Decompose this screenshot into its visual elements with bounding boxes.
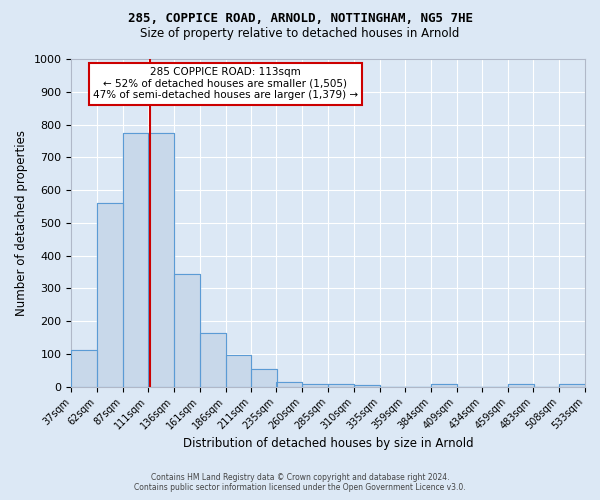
Polygon shape <box>354 385 380 387</box>
Polygon shape <box>277 382 302 387</box>
Text: 285, COPPICE ROAD, ARNOLD, NOTTINGHAM, NG5 7HE: 285, COPPICE ROAD, ARNOLD, NOTTINGHAM, N… <box>128 12 473 26</box>
Polygon shape <box>431 384 457 387</box>
Polygon shape <box>148 133 174 387</box>
Polygon shape <box>123 133 149 387</box>
Y-axis label: Number of detached properties: Number of detached properties <box>15 130 28 316</box>
Polygon shape <box>174 274 200 387</box>
Polygon shape <box>508 384 534 387</box>
Text: 285 COPPICE ROAD: 113sqm
← 52% of detached houses are smaller (1,505)
47% of sem: 285 COPPICE ROAD: 113sqm ← 52% of detach… <box>93 67 358 100</box>
Text: Contains HM Land Registry data © Crown copyright and database right 2024.
Contai: Contains HM Land Registry data © Crown c… <box>134 473 466 492</box>
Polygon shape <box>328 384 354 387</box>
Polygon shape <box>71 350 97 387</box>
Polygon shape <box>302 384 328 387</box>
Polygon shape <box>251 369 277 387</box>
Text: Size of property relative to detached houses in Arnold: Size of property relative to detached ho… <box>140 28 460 40</box>
Polygon shape <box>226 355 251 387</box>
X-axis label: Distribution of detached houses by size in Arnold: Distribution of detached houses by size … <box>183 437 473 450</box>
Polygon shape <box>559 384 585 387</box>
Polygon shape <box>200 334 226 387</box>
Polygon shape <box>97 203 123 387</box>
